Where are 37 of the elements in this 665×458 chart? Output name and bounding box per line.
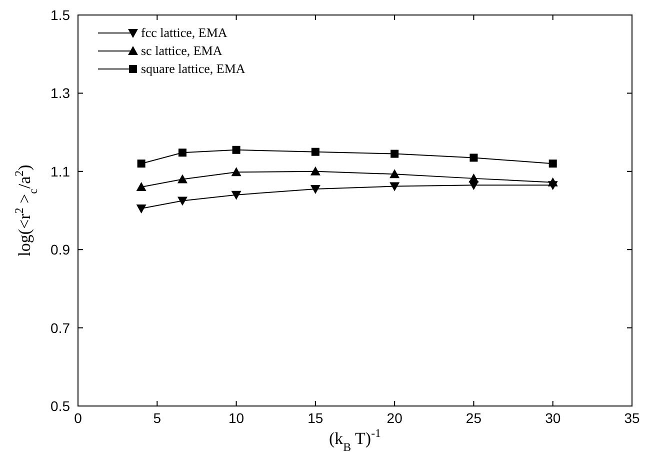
y-tick-label: 1.1 <box>50 163 70 180</box>
legend-label: square lattice, EMA <box>141 61 246 76</box>
point <box>311 148 320 156</box>
x-tick-label: 5 <box>153 410 162 426</box>
point <box>310 184 320 194</box>
point <box>310 166 320 176</box>
point <box>548 160 557 168</box>
point <box>136 204 146 214</box>
point <box>136 182 146 192</box>
point <box>468 173 479 182</box>
point <box>231 190 242 200</box>
y-tick-label: 0.9 <box>50 242 70 258</box>
y-tick-label: 1.3 <box>50 85 70 102</box>
y-tick-label: 0.7 <box>50 320 70 336</box>
legend-label: fcc lattice, EMA <box>141 25 228 40</box>
point <box>390 169 400 178</box>
point <box>390 182 400 192</box>
legend-label: sc lattice, EMA <box>141 43 223 58</box>
x-axis-title: (k$_{B}$ T)$^{-1}$ <box>328 426 382 454</box>
y-tick-label: 0.5 <box>50 398 70 414</box>
point <box>137 160 146 168</box>
point <box>178 148 186 157</box>
x-tick-label: 0 <box>74 410 82 426</box>
point <box>548 177 558 186</box>
x-tick-label: 30 <box>545 410 561 426</box>
point <box>232 146 240 154</box>
x-tick-label: 25 <box>466 410 482 426</box>
y-tick-label: 1.5 <box>50 7 70 23</box>
point <box>231 167 242 176</box>
point <box>177 174 188 184</box>
x-tick-label: 15 <box>308 410 324 426</box>
x-tick-label: 10 <box>228 410 244 426</box>
x-tick-label: 35 <box>624 410 640 426</box>
point <box>390 150 399 158</box>
point <box>470 154 478 162</box>
point <box>177 196 188 206</box>
x-tick-label: 20 <box>386 410 403 426</box>
